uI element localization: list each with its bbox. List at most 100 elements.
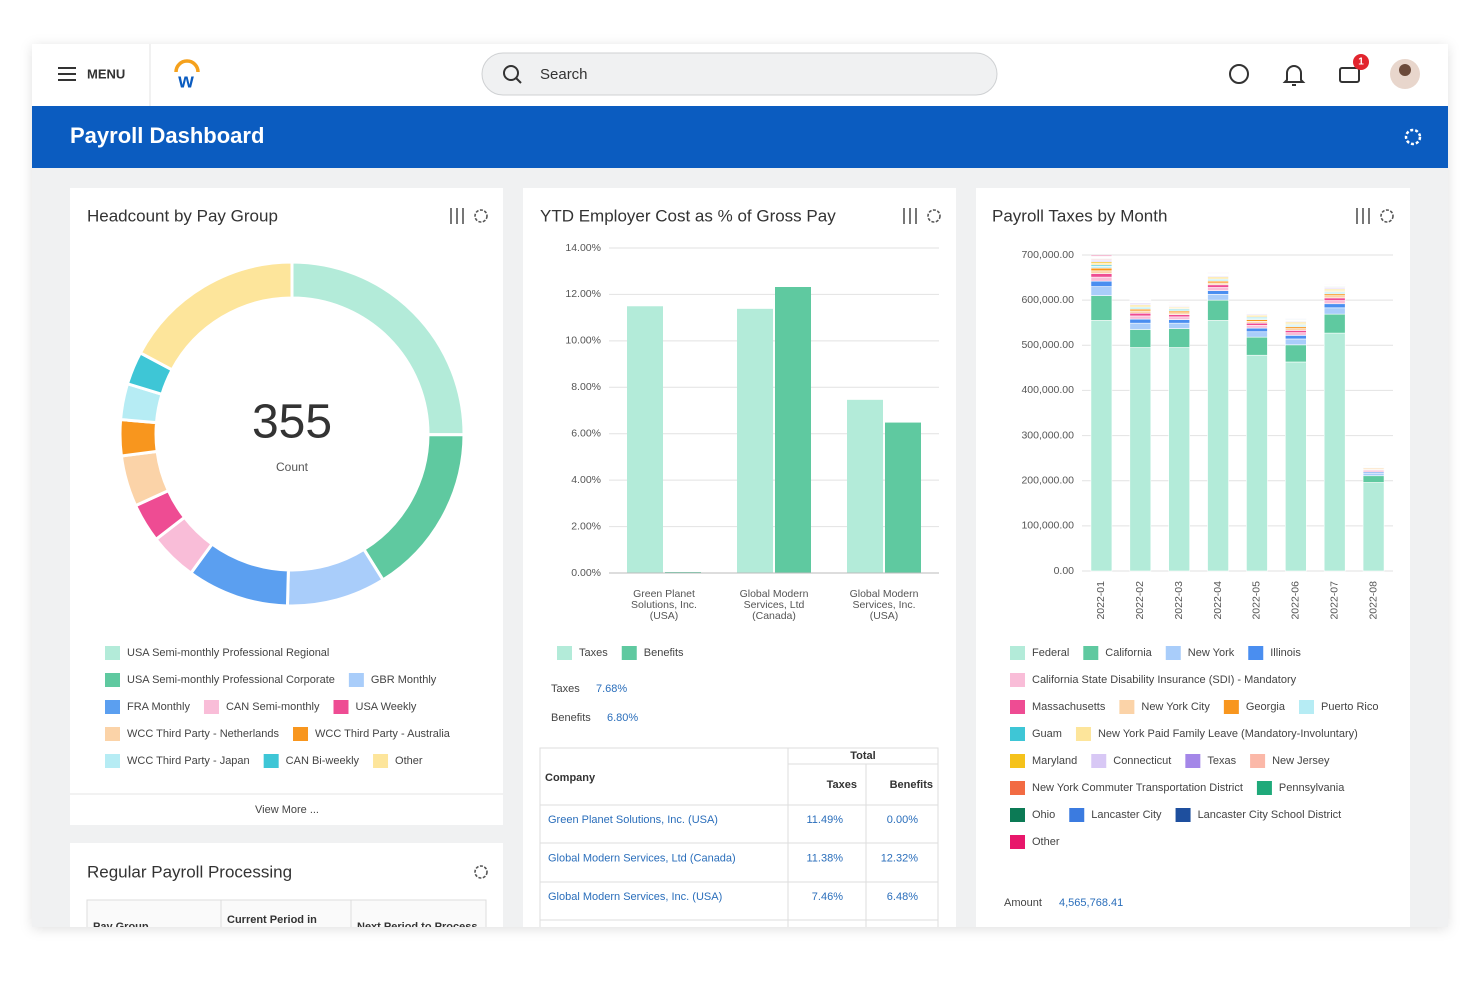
bell-icon xyxy=(1282,65,1306,86)
logo[interactable]: w xyxy=(174,59,200,92)
bar-segment[interactable] xyxy=(1323,295,1346,299)
bar-segment[interactable] xyxy=(1323,297,1346,301)
notifications-button[interactable] xyxy=(1282,65,1306,86)
y-tick-label: 6.00% xyxy=(571,427,601,439)
card-title: YTD Employer Cost as % of Gross Pay xyxy=(540,206,836,225)
inbox-icon xyxy=(1339,67,1360,83)
bar-segment[interactable] xyxy=(1207,320,1229,572)
bar-segment[interactable] xyxy=(1129,329,1152,348)
bar-segment[interactable] xyxy=(1090,295,1113,321)
bar-segment[interactable] xyxy=(1246,322,1268,326)
bar-segment[interactable] xyxy=(1129,322,1152,330)
y-tick-label: 0.00% xyxy=(571,567,601,579)
company-link[interactable]: Green Planet Solutions, Inc. (USA) xyxy=(548,814,718,826)
bar-segment[interactable] xyxy=(1362,482,1385,572)
table-cell: 7.46% xyxy=(812,891,843,903)
badge xyxy=(1353,54,1369,70)
x-tick-label: (USA) xyxy=(870,610,899,622)
settings-icon[interactable] xyxy=(474,865,488,879)
bar-segment[interactable] xyxy=(1129,312,1152,317)
menu-button[interactable]: MENU xyxy=(58,66,125,81)
bar[interactable] xyxy=(737,308,773,573)
avatar[interactable] xyxy=(1390,59,1420,89)
bar-segment[interactable] xyxy=(1168,347,1190,572)
bar-segment[interactable] xyxy=(1323,313,1346,334)
bar-segment[interactable] xyxy=(1090,276,1113,282)
bar-segment[interactable] xyxy=(1362,473,1385,477)
bar-segment[interactable] xyxy=(1090,273,1113,278)
bar-segment[interactable] xyxy=(1246,327,1268,333)
y-tick-label: 400,000.00 xyxy=(1021,384,1074,396)
filter-icon[interactable] xyxy=(1356,208,1370,224)
bar-segment[interactable] xyxy=(1129,310,1152,314)
legend-label: Puerto Rico xyxy=(1321,701,1378,713)
bar-segment[interactable] xyxy=(1090,255,1113,257)
company-link[interactable]: Global Modern Services, Inc. (USA) xyxy=(548,891,722,903)
legend-label: Lancaster City xyxy=(1091,809,1162,821)
bar-segment[interactable] xyxy=(1246,331,1268,338)
bar-segment[interactable] xyxy=(1090,270,1113,274)
bar-segment[interactable] xyxy=(1207,284,1229,288)
bar-segment[interactable] xyxy=(1168,314,1190,318)
bar-segment[interactable] xyxy=(1285,335,1307,340)
bar-segment[interactable] xyxy=(1129,318,1152,324)
bar-segment[interactable] xyxy=(1207,287,1229,291)
bar-segment[interactable] xyxy=(1207,299,1229,321)
bar-segment[interactable] xyxy=(1207,290,1229,295)
bar-segment[interactable] xyxy=(1246,354,1268,572)
filter-icon[interactable] xyxy=(903,208,917,224)
menu-label[interactable]: MENU xyxy=(87,66,125,81)
legend-label: Lancaster City School District xyxy=(1198,809,1342,821)
company-link[interactable]: Global Modern Services, Ltd (Canada) xyxy=(548,852,736,864)
bar-segment[interactable] xyxy=(1323,303,1346,309)
bar-segment[interactable] xyxy=(1362,475,1385,483)
inbox-button[interactable]: 1 xyxy=(1339,54,1369,83)
x-tick-label: Services, Inc. xyxy=(852,599,915,611)
legend-label: Pennsylvania xyxy=(1279,782,1345,794)
bar[interactable] xyxy=(885,422,921,573)
search-icon xyxy=(503,65,519,81)
y-tick-label: 500,000.00 xyxy=(1021,339,1074,351)
bar-segment[interactable] xyxy=(1168,322,1190,329)
bar-segment[interactable] xyxy=(1168,316,1190,320)
legend-swatch xyxy=(1010,754,1025,768)
bar[interactable] xyxy=(847,399,883,573)
legend-swatch xyxy=(1010,646,1025,660)
bar-segment[interactable] xyxy=(1090,280,1113,287)
bar-segment[interactable] xyxy=(1323,307,1346,315)
chat-button[interactable] xyxy=(1229,64,1249,84)
settings-icon[interactable] xyxy=(474,209,488,223)
bar-segment[interactable] xyxy=(1090,320,1113,572)
view-more-link[interactable]: View More ... xyxy=(255,804,319,816)
bar-segment[interactable] xyxy=(1168,319,1190,324)
bar-segment[interactable] xyxy=(1285,330,1307,333)
settings-icon[interactable] xyxy=(1380,209,1394,223)
bar-segment[interactable] xyxy=(1090,267,1113,272)
legend-swatch xyxy=(105,673,120,687)
bar-segment[interactable] xyxy=(1246,336,1268,356)
bar-segment[interactable] xyxy=(1129,347,1152,572)
bar-segment[interactable] xyxy=(1090,286,1113,296)
bar-segment[interactable] xyxy=(1323,332,1346,572)
search-placeholder[interactable]: Search xyxy=(540,66,588,83)
bar-segment[interactable] xyxy=(1285,361,1307,572)
bar-segment[interactable] xyxy=(1207,293,1229,301)
donut-segment[interactable] xyxy=(118,417,159,458)
settings-icon[interactable] xyxy=(927,209,941,223)
bar[interactable] xyxy=(627,306,663,573)
bar-segment[interactable] xyxy=(1246,325,1268,329)
legend-swatch xyxy=(1075,727,1091,741)
search-box[interactable] xyxy=(481,52,998,96)
bar[interactable] xyxy=(775,287,811,573)
bar-segment[interactable] xyxy=(1285,344,1307,363)
page-settings[interactable] xyxy=(1404,128,1422,146)
donut-segment[interactable] xyxy=(138,260,294,372)
filter-icon[interactable] xyxy=(450,208,464,224)
bar-segment[interactable] xyxy=(1129,315,1152,320)
bar-segment[interactable] xyxy=(1168,328,1190,348)
bar-segment[interactable] xyxy=(1323,300,1346,305)
bar-segment[interactable] xyxy=(1285,338,1307,346)
bar-segment[interactable] xyxy=(1285,332,1307,336)
legend-swatch xyxy=(1250,754,1266,768)
